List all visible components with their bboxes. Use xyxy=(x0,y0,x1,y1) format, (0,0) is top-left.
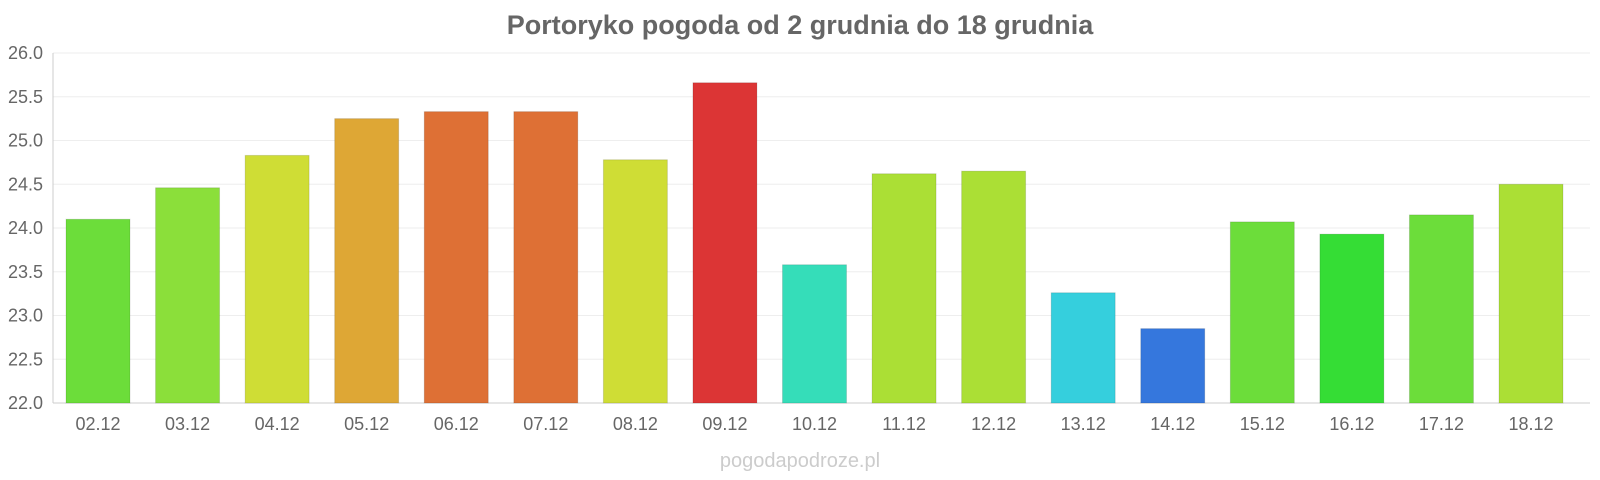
watermark: pogodapodroze.pl xyxy=(719,450,881,472)
bar-13.12 xyxy=(1050,292,1116,404)
y-tick-label: 26.0 xyxy=(8,43,43,63)
bar-07.12 xyxy=(513,111,579,404)
x-tick-label: 02.12 xyxy=(75,414,120,434)
x-tick-label: 05.12 xyxy=(344,414,389,434)
bar-08.12 xyxy=(602,159,668,404)
bar-04.12 xyxy=(244,154,310,404)
x-tick-label: 13.12 xyxy=(1061,414,1106,434)
x-tick-label: 06.12 xyxy=(434,414,479,434)
bar-14.12 xyxy=(1140,328,1206,404)
bar-11.12 xyxy=(871,173,937,404)
bar-16.12 xyxy=(1319,233,1385,404)
bar-05.12 xyxy=(334,118,400,404)
bar-02.12 xyxy=(65,218,131,404)
bar-18.12 xyxy=(1498,183,1564,404)
y-tick-label: 25.5 xyxy=(8,87,43,107)
bar-15.12 xyxy=(1229,221,1295,404)
chart-title: Portoryko pogoda od 2 grudnia do 18 grud… xyxy=(506,10,1094,40)
x-tick-label: 18.12 xyxy=(1508,414,1553,434)
x-tick-label: 11.12 xyxy=(882,414,926,434)
bar-03.12 xyxy=(155,187,221,404)
y-tick-label: 23.0 xyxy=(8,306,43,326)
y-tick-label: 22.5 xyxy=(8,349,43,369)
x-axis-ticks: 02.12 03.12 04.12 05.12 06.12 07.12 08.12 09.12… xyxy=(75,414,1553,434)
x-tick-label: 14.12 xyxy=(1150,414,1195,434)
x-tick-label: 17.12 xyxy=(1419,414,1464,434)
x-tick-label: 09.12 xyxy=(702,414,747,434)
y-axis-ticks: 22.0 22.5 23.0 23.5 24.0 24.5 25.0 25.5 26.0 xyxy=(8,43,43,413)
y-tick-label: 24.0 xyxy=(8,218,43,238)
x-tick-label: 04.12 xyxy=(255,414,300,434)
bars xyxy=(65,82,1564,404)
x-tick-label: 16.12 xyxy=(1329,414,1374,434)
bar-chart: 22.0 22.5 23.0 23.5 24.0 24.5 25.0 25.5 26.0 02.… xyxy=(8,43,1590,434)
x-tick-label: 08.12 xyxy=(613,414,658,434)
y-tick-label: 24.5 xyxy=(8,174,43,194)
x-tick-label: 03.12 xyxy=(165,414,210,434)
bar-12.12 xyxy=(961,170,1027,404)
bar-17.12 xyxy=(1408,214,1474,404)
x-tick-label: 12.12 xyxy=(971,414,1016,434)
y-tick-label: 22.0 xyxy=(8,393,43,413)
y-tick-label: 25.0 xyxy=(8,131,43,151)
y-tick-label: 23.5 xyxy=(8,262,43,282)
bar-06.12 xyxy=(423,111,489,404)
x-tick-label: 15.12 xyxy=(1240,414,1285,434)
x-tick-label: 07.12 xyxy=(523,414,568,434)
bar-10.12 xyxy=(782,264,847,404)
bar-09.12 xyxy=(692,82,758,404)
x-tick-label: 10.12 xyxy=(792,414,837,434)
